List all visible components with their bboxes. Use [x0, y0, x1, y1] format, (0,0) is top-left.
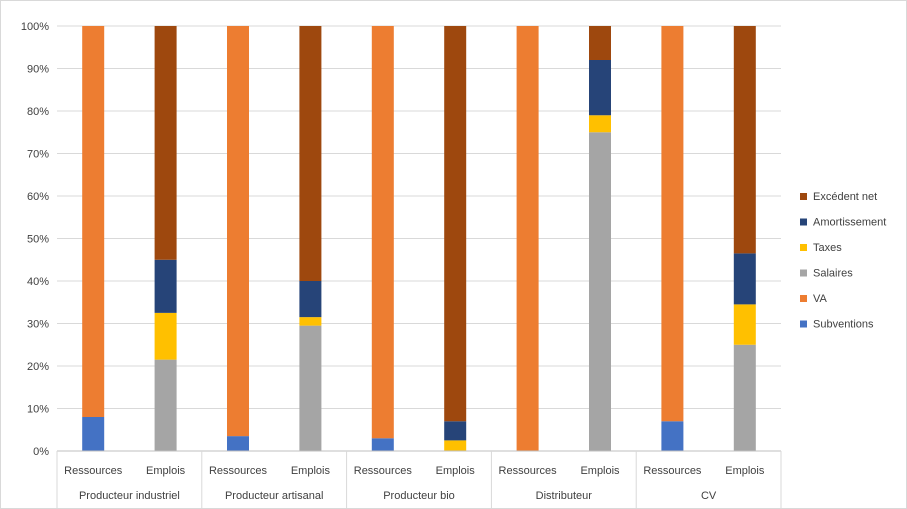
- bar-segment-excedent-net: [154, 26, 177, 260]
- bar-segment-subventions: [82, 417, 105, 451]
- x-tick-label-ressources: Ressources: [354, 465, 413, 477]
- y-tick-label: 100%: [21, 21, 49, 33]
- x-group-label: Producteur artisanal: [225, 490, 323, 502]
- x-group-label: Distributeur: [536, 490, 593, 502]
- bar-segment-amortissement: [299, 281, 322, 318]
- legend: Excédent net Amortissement Taxes Salaires VA…: [800, 191, 886, 331]
- bar-segment-salaires: [733, 344, 756, 451]
- legend-swatch-amortissement: [800, 218, 807, 226]
- bar-segment-taxes: [589, 115, 611, 133]
- x-tick-label-emplois: Emplois: [436, 465, 476, 477]
- bar-segment-va: [516, 26, 539, 451]
- bar-segment-taxes: [733, 304, 756, 345]
- bar-segment-va: [661, 26, 684, 422]
- y-tick-label: 0%: [33, 446, 49, 458]
- legend-label-va: VA: [813, 293, 828, 305]
- y-tick-label: 60%: [27, 191, 49, 203]
- y-tick-label: 80%: [27, 106, 49, 118]
- bars: [82, 26, 756, 451]
- bar-segment-amortissement: [589, 60, 611, 116]
- y-tick-label: 30%: [27, 319, 49, 331]
- legend-swatch-va: [800, 295, 807, 302]
- bar-segment-subventions: [661, 421, 684, 451]
- legend-label-salaires: Salaires: [813, 268, 853, 280]
- bar-segment-taxes: [154, 312, 177, 360]
- bar-segment-amortissement: [154, 259, 177, 313]
- legend-swatch-taxes: [800, 244, 807, 251]
- x-group-label: Producteur industriel: [79, 490, 180, 502]
- bar-segment-amortissement: [733, 253, 756, 305]
- x-group-label: Producteur bio: [383, 490, 455, 502]
- bar-segment-excedent-net: [733, 26, 756, 254]
- bar-segment-va: [227, 26, 249, 437]
- x-tick-label-emplois: Emplois: [291, 465, 331, 477]
- axes: 0% 10% 20% 30% 40% 50% 60% 70% 80% 90% 100% Ressour…: [21, 21, 782, 508]
- legend-label-taxes: Taxes: [813, 242, 842, 254]
- x-tick-label-emplois: Emplois: [146, 465, 186, 477]
- bar-segment-excedent-net: [444, 26, 467, 422]
- y-tick-label: 70%: [27, 149, 49, 161]
- y-tick-label: 20%: [27, 361, 49, 373]
- legend-label-amortissement: Amortissement: [813, 217, 886, 229]
- x-tick-label-ressources: Ressources: [643, 465, 702, 477]
- legend-swatch-excedent-net: [800, 193, 807, 200]
- y-tick-label: 50%: [27, 234, 49, 246]
- y-tick-label: 90%: [27, 64, 49, 76]
- bar-segment-salaires: [589, 132, 611, 451]
- bar-segment-taxes: [299, 317, 322, 326]
- y-tick-label: 10%: [27, 404, 49, 416]
- bar-segment-subventions: [371, 438, 394, 451]
- bar-segment-salaires: [299, 325, 322, 451]
- bar-segment-excedent-net: [299, 26, 322, 281]
- legend-swatch-subventions: [800, 320, 807, 328]
- bar-segment-taxes: [444, 440, 467, 451]
- x-tick-label-emplois: Emplois: [580, 465, 620, 477]
- x-tick-label-ressources: Ressources: [499, 465, 558, 477]
- bar-segment-salaires: [154, 359, 177, 451]
- x-tick-label-ressources: Ressources: [64, 465, 123, 477]
- bar-segment-va: [82, 26, 105, 417]
- legend-label-subventions: Subventions: [813, 319, 874, 331]
- x-tick-label-ressources: Ressources: [209, 465, 268, 477]
- bar-segment-amortissement: [444, 421, 467, 441]
- bar-segment-excedent-net: [589, 26, 611, 60]
- y-tick-label: 40%: [27, 276, 49, 288]
- legend-label-excedent-net: Excédent net: [813, 191, 877, 203]
- bar-segment-subventions: [227, 436, 249, 451]
- bar-segment-va: [371, 26, 394, 439]
- legend-swatch-salaires: [800, 269, 807, 277]
- x-group-label: CV: [701, 490, 717, 502]
- x-tick-label-emplois: Emplois: [725, 465, 765, 477]
